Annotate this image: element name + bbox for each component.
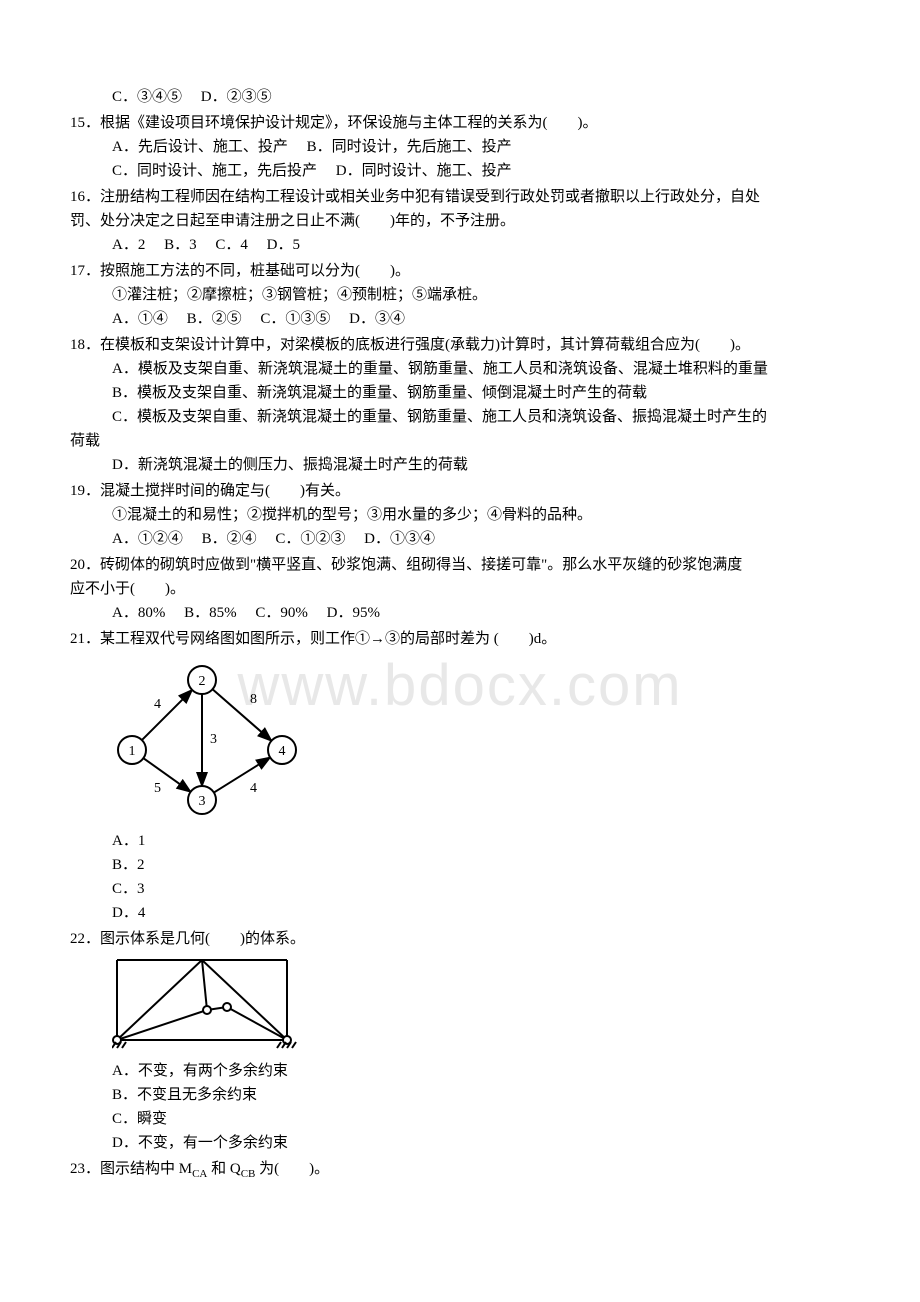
- q21-network-diagram: 4 5 3 8 4 1 2 3 4: [112, 655, 850, 825]
- q14-options: C．③④⑤ D．②③⑤: [70, 85, 850, 109]
- q20-optA: A．80%: [112, 605, 165, 621]
- q18-optC1: C．模板及支架自重、新浇筑混凝土的重量、钢筋重量、施工人员和浇筑设备、振捣混凝土…: [70, 405, 850, 429]
- q21-optD: D．4: [70, 901, 850, 925]
- document-content: C．③④⑤ D．②③⑤ 15．根据《建设项目环境保护设计规定》，环保设施与主体工…: [70, 85, 850, 1184]
- q17-optC: C．①③⑤: [260, 311, 330, 327]
- q23-stem: 23．图示结构中 MCA 和 QCB 为( )。: [70, 1157, 850, 1184]
- q23: 23．图示结构中 MCA 和 QCB 为( )。: [70, 1157, 850, 1184]
- q22-optD: D．不变，有一个多余约束: [70, 1131, 850, 1155]
- q19-optD: D．①③④: [364, 531, 435, 547]
- q21-optA: A．1: [70, 829, 850, 853]
- q19: 19．混凝土搅拌时间的确定与( )有关。 ①混凝土的和易性；②搅拌机的型号；③用…: [70, 479, 850, 551]
- q16-optD: D．5: [267, 237, 300, 253]
- q19-stem: 19．混凝土搅拌时间的确定与( )有关。: [70, 479, 850, 503]
- q23-post: 为( )。: [255, 1161, 329, 1177]
- q18-stem: 18．在模板和支架设计计算中，对梁模板的底板进行强度(承载力)计算时，其计算荷载…: [70, 333, 850, 357]
- q20: 20．砖砌体的砌筑时应做到"横平竖直、砂浆饱满、组砌得当、接搓可靠"。那么水平灰…: [70, 553, 850, 625]
- q20-stem2: 应不小于( )。: [70, 577, 850, 601]
- q14-optD: D．②③⑤: [201, 89, 272, 105]
- q18-optB: B．模板及支架自重、新浇筑混凝土的重量、钢筋重量、倾倒混凝土时产生的荷载: [70, 381, 850, 405]
- q16-optB: B．3: [164, 237, 197, 253]
- q21-optC: C．3: [70, 877, 850, 901]
- svg-text:4: 4: [279, 744, 286, 759]
- q18-optA: A．模板及支架自重、新浇筑混凝土的重量、钢筋重量、施工人员和浇筑设备、混凝土堆积…: [70, 357, 850, 381]
- q22-optB: B．不变且无多余约束: [70, 1083, 850, 1107]
- q23-sub2: CB: [241, 1168, 256, 1180]
- q20-optC: C．90%: [255, 605, 308, 621]
- q15-optD: D．同时设计、施工、投产: [336, 163, 512, 179]
- svg-text:2: 2: [199, 674, 206, 689]
- svg-text:4: 4: [154, 697, 161, 712]
- q15: 15．根据《建设项目环境保护设计规定》，环保设施与主体工程的关系为( )。 A．…: [70, 111, 850, 183]
- q17-optA: A．①④: [112, 311, 168, 327]
- q23-sub1: CA: [192, 1168, 207, 1180]
- svg-text:1: 1: [129, 744, 136, 759]
- q19-optB: B．②④: [202, 531, 257, 547]
- q19-optA: A．①②④: [112, 531, 183, 547]
- q16-optC: C．4: [215, 237, 248, 253]
- q16-stem1: 16．注册结构工程师因在结构工程设计或相关业务中犯有错误受到行政处罚或者撤职以上…: [70, 185, 850, 209]
- q23-pre: 23．图示结构中 M: [70, 1161, 192, 1177]
- q19-sub: ①混凝土的和易性；②搅拌机的型号；③用水量的多少；④骨料的品种。: [70, 503, 850, 527]
- svg-text:3: 3: [199, 794, 206, 809]
- q16: 16．注册结构工程师因在结构工程设计或相关业务中犯有错误受到行政处罚或者撤职以上…: [70, 185, 850, 257]
- q17-optD: D．③④: [349, 311, 405, 327]
- q17: 17．按照施工方法的不同，桩基础可以分为( )。 ①灌注桩；②摩擦桩；③钢管桩；…: [70, 259, 850, 331]
- q21-optB: B．2: [70, 853, 850, 877]
- q20-optB: B．85%: [184, 605, 237, 621]
- q22-truss-diagram: [112, 955, 850, 1055]
- q22-stem: 22．图示体系是几何( )的体系。: [70, 927, 850, 951]
- q15-stem: 15．根据《建设项目环境保护设计规定》，环保设施与主体工程的关系为( )。: [70, 111, 850, 135]
- svg-text:4: 4: [250, 781, 257, 796]
- q17-stem: 17．按照施工方法的不同，桩基础可以分为( )。: [70, 259, 850, 283]
- q22-optC: C．瞬变: [70, 1107, 850, 1131]
- q22: 22．图示体系是几何( )的体系。 A．不变，有两个多余约束 B．不变且无多余约…: [70, 927, 850, 1155]
- q18: 18．在模板和支架设计计算中，对梁模板的底板进行强度(承载力)计算时，其计算荷载…: [70, 333, 850, 477]
- q18-optC2: 荷载: [70, 429, 850, 453]
- q15-optB: B．同时设计，先后施工、投产: [307, 139, 512, 155]
- q15-optA: A．先后设计、施工、投产: [112, 139, 288, 155]
- q17-optB: B．②⑤: [187, 311, 242, 327]
- q21-stem: 21．某工程双代号网络图如图所示，则工作①→③的局部时差为 ( )d。: [70, 627, 850, 651]
- svg-text:5: 5: [154, 781, 161, 796]
- svg-text:8: 8: [250, 692, 257, 707]
- q20-stem1: 20．砖砌体的砌筑时应做到"横平竖直、砂浆饱满、组砌得当、接搓可靠"。那么水平灰…: [70, 553, 850, 577]
- q15-optC: C．同时设计、施工，先后投产: [112, 163, 317, 179]
- q14-optC: C．③④⑤: [112, 89, 182, 105]
- q16-optA: A．2: [112, 237, 145, 253]
- q18-optD: D．新浇筑混凝土的侧压力、振捣混凝土时产生的荷载: [70, 453, 850, 477]
- q17-sub: ①灌注桩；②摩擦桩；③钢管桩；④预制桩；⑤端承桩。: [70, 283, 850, 307]
- q20-optD: D．95%: [327, 605, 380, 621]
- q21: 21．某工程双代号网络图如图所示，则工作①→③的局部时差为 ( )d。 4 5 3 8…: [70, 627, 850, 925]
- q22-optA: A．不变，有两个多余约束: [70, 1059, 850, 1083]
- q16-stem2: 罚、处分决定之日起至申请注册之日止不满( )年的，不予注册。: [70, 209, 850, 233]
- svg-text:3: 3: [210, 732, 217, 747]
- q19-optC: C．①②③: [275, 531, 345, 547]
- q23-mid: 和 Q: [207, 1161, 240, 1177]
